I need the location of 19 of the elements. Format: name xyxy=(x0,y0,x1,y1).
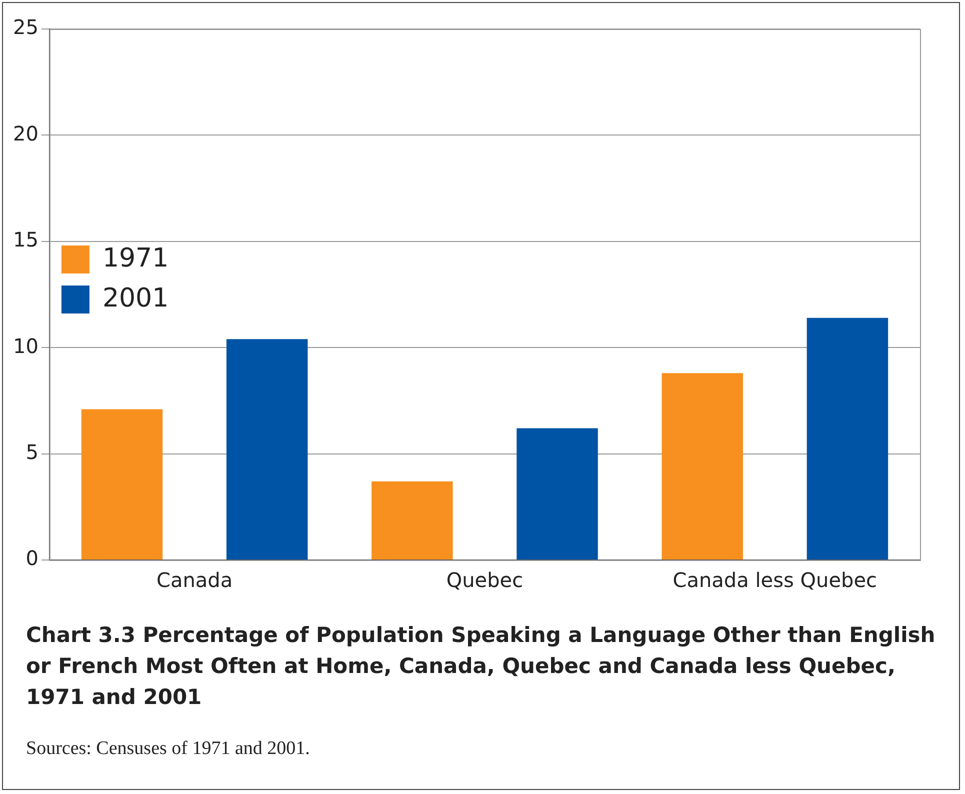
legend-label: 1971 xyxy=(102,243,169,274)
x-tick-label: Quebec xyxy=(446,568,524,592)
bar xyxy=(372,481,453,560)
y-tick-label: 0 xyxy=(26,546,38,570)
bar xyxy=(516,428,598,560)
text: Chart 3.3 Percentage of Population Speaking a Language Other than English or French Most Often at Home, Canada, Quebec and Canada less Quebec, 1971 and 2001 xyxy=(26,622,936,711)
source-note: Sources: Censuses of 1971 and 2001. xyxy=(26,738,310,760)
y-tick-label: 20 xyxy=(12,121,38,146)
x-tick-label: Canada less Quebec xyxy=(672,568,878,592)
y-tick-label: 15 xyxy=(12,228,38,252)
legend-label: 2001 xyxy=(102,283,169,314)
bar xyxy=(226,339,308,560)
x-tick-label: Canada xyxy=(156,568,233,592)
bar xyxy=(81,409,163,560)
y-tick-label: 5 xyxy=(26,440,38,464)
bar xyxy=(806,318,888,560)
y-tick-label: 10 xyxy=(12,334,38,358)
y-tick-label: 25 xyxy=(12,15,38,40)
bar xyxy=(662,373,743,560)
